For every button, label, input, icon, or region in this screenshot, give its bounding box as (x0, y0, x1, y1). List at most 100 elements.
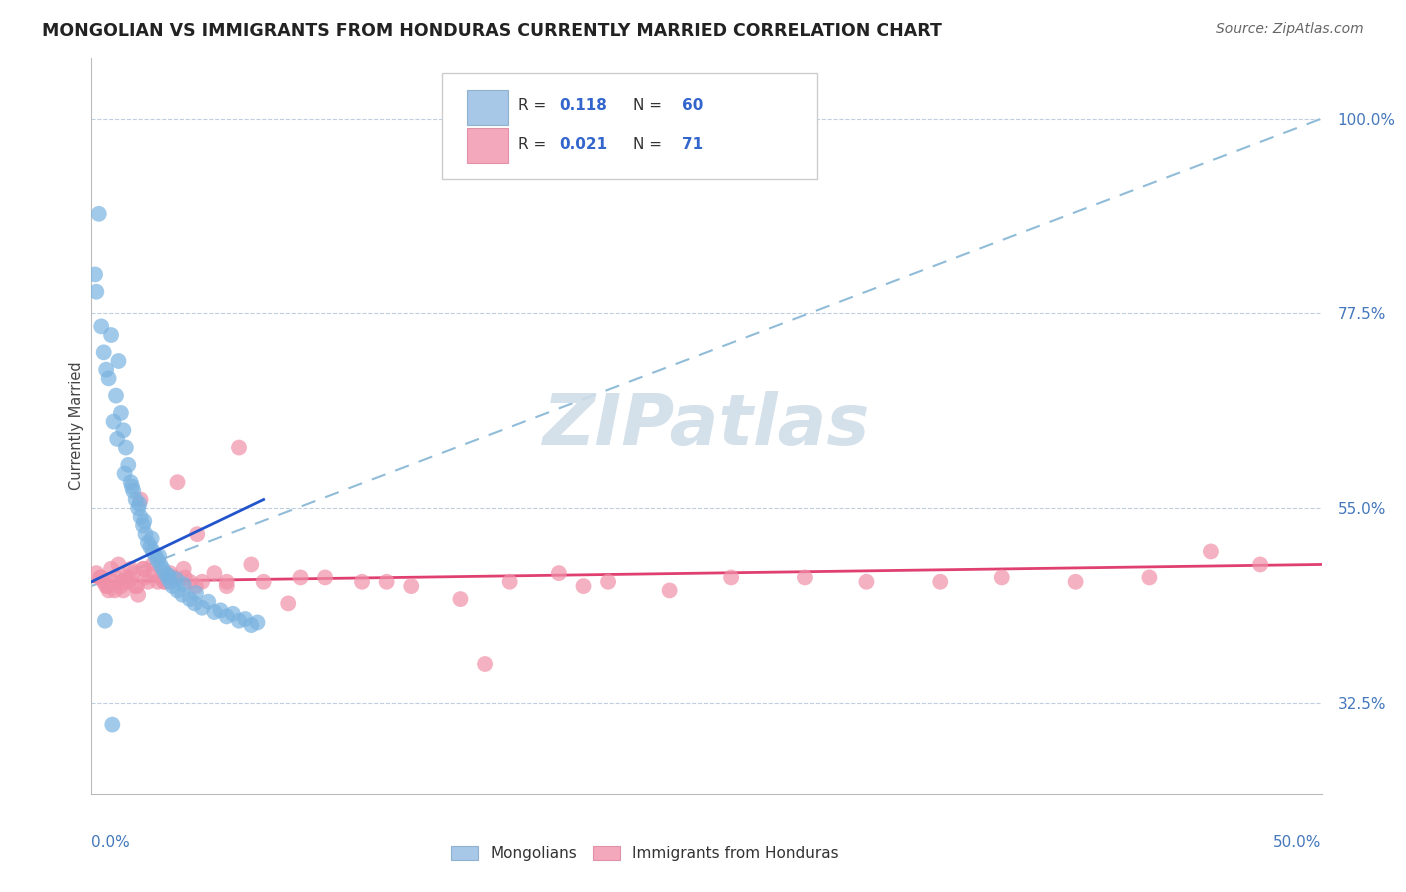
Point (179, 592, 201, 607)
Point (120, 475, 142, 490)
Point (184, 579, 207, 593)
Point (110, 579, 132, 593)
Y-axis label: Currently Married: Currently Married (69, 361, 84, 491)
Point (149, 558, 172, 572)
Point (117, 458, 139, 472)
Point (163, 570, 186, 584)
Point (174, 570, 197, 584)
Point (159, 566, 181, 581)
Point (156, 570, 179, 584)
Point (122, 566, 145, 581)
Point (112, 583, 135, 598)
Point (129, 509, 152, 524)
Point (375, 574, 398, 589)
Point (105, 432, 128, 446)
Point (124, 492, 148, 507)
Point (222, 607, 245, 621)
Point (110, 406, 132, 420)
Point (449, 592, 471, 607)
Text: 71: 71 (682, 137, 703, 153)
Point (107, 558, 129, 572)
Point (135, 527, 157, 541)
Point (253, 574, 276, 589)
Point (228, 441, 250, 455)
Point (152, 562, 174, 576)
Point (127, 588, 149, 602)
Point (173, 577, 195, 591)
Point (129, 492, 152, 507)
Text: 60: 60 (682, 98, 703, 113)
Point (197, 595, 219, 609)
Point (132, 518, 155, 533)
Point (93, 574, 115, 589)
Point (290, 570, 312, 584)
Text: N =: N = (633, 137, 666, 153)
Point (215, 574, 238, 589)
Point (111, 574, 134, 589)
Point (153, 566, 177, 581)
Point (105, 389, 127, 403)
Legend: Mongolians, Immigrants from Honduras: Mongolians, Immigrants from Honduras (444, 839, 845, 867)
Text: MONGOLIAN VS IMMIGRANTS FROM HONDURAS CURRENTLY MARRIED CORRELATION CHART: MONGOLIAN VS IMMIGRANTS FROM HONDURAS CU… (42, 22, 942, 40)
Point (90, 319, 112, 334)
Point (96, 362, 117, 376)
Point (127, 501, 149, 516)
Point (191, 574, 214, 589)
Point (179, 574, 201, 589)
Point (1249, 558, 1271, 572)
Point (112, 423, 135, 437)
Text: 50.0%: 50.0% (1274, 836, 1322, 850)
Point (114, 570, 138, 584)
Point (166, 583, 188, 598)
Point (114, 467, 136, 481)
Point (142, 558, 165, 572)
Point (855, 574, 877, 589)
FancyBboxPatch shape (467, 89, 509, 125)
Point (240, 618, 263, 632)
Point (143, 566, 166, 581)
Point (548, 566, 571, 581)
Point (103, 415, 125, 429)
Point (202, 605, 225, 619)
Point (165, 572, 187, 586)
Point (146, 553, 169, 567)
Point (153, 574, 176, 589)
Point (186, 527, 208, 541)
Point (352, 574, 374, 589)
Text: Source: ZipAtlas.com: Source: ZipAtlas.com (1216, 22, 1364, 37)
Point (114, 441, 138, 455)
Point (118, 570, 141, 584)
Text: 0.0%: 0.0% (91, 836, 131, 850)
Point (159, 574, 181, 589)
Point (153, 574, 177, 589)
Point (97, 371, 120, 385)
Point (107, 354, 129, 368)
Point (136, 536, 159, 550)
Point (720, 570, 742, 584)
Point (105, 570, 127, 584)
Point (139, 540, 162, 554)
Point (183, 596, 207, 610)
Point (87, 207, 110, 221)
Point (173, 562, 195, 576)
Point (148, 549, 170, 563)
Point (90, 570, 112, 584)
Point (142, 544, 165, 558)
Point (314, 570, 336, 584)
Point (128, 497, 150, 511)
Point (96, 579, 117, 593)
Point (990, 570, 1012, 584)
Point (86, 285, 108, 299)
Point (233, 612, 256, 626)
Text: R =: R = (519, 137, 551, 153)
Point (86, 566, 108, 581)
FancyBboxPatch shape (441, 73, 817, 179)
Point (202, 566, 225, 581)
Point (84, 268, 107, 282)
Point (134, 562, 156, 576)
Point (399, 579, 422, 593)
Point (1064, 574, 1087, 589)
Point (145, 549, 166, 563)
Point (117, 574, 139, 589)
Point (120, 562, 142, 576)
